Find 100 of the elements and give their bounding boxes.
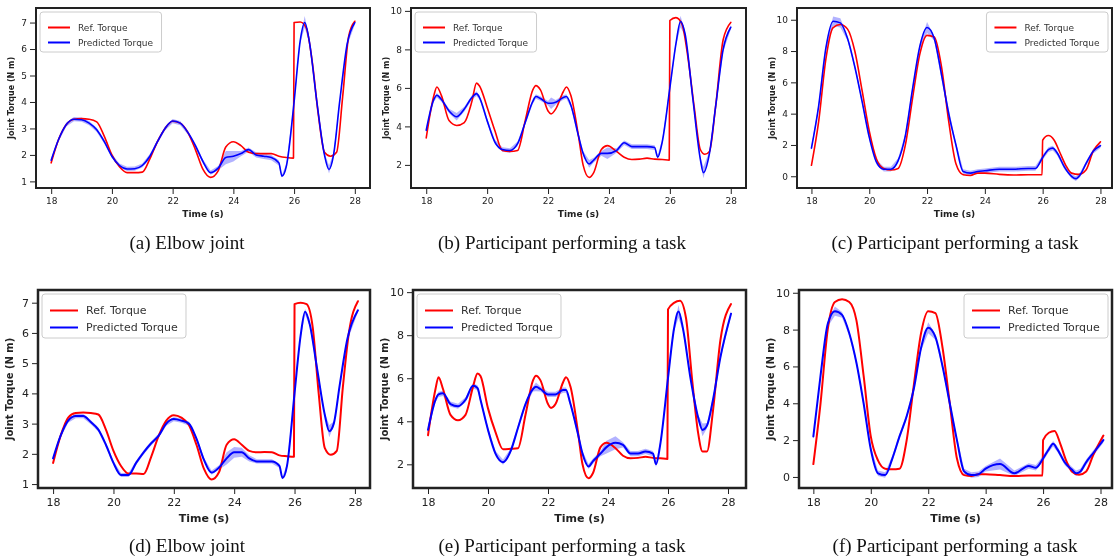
y-tick-label: 6: [22, 326, 29, 340]
x-tick-label: 24: [979, 196, 992, 207]
x-axis-title: Time (s): [557, 209, 600, 219]
x-tick-label: 28: [1094, 495, 1109, 509]
x-tick-label: 18: [421, 196, 433, 207]
x-tick-label: 24: [228, 196, 240, 207]
y-tick-label: 5: [22, 357, 29, 371]
legend-label: Predicted Torque: [86, 321, 178, 335]
y-tick-label: 7: [22, 296, 29, 310]
y-tick-label: 8: [782, 46, 789, 57]
x-tick-label: 24: [979, 495, 994, 509]
x-tick-label: 20: [864, 196, 876, 207]
y-axis-title: Joint Torque (N m): [382, 56, 391, 141]
x-tick-label: 22: [921, 495, 936, 509]
x-axis-title: Time (s): [930, 512, 981, 525]
x-tick-label: 18: [45, 196, 58, 207]
y-axis-title: Joint Torque (N m): [768, 56, 777, 141]
legend-label: Ref. Torque: [1024, 22, 1075, 33]
x-axis-title: Time (s): [178, 512, 230, 525]
x-tick-label: 18: [421, 495, 436, 509]
y-tick-label: 3: [21, 123, 27, 134]
text: (c) Participant performing a task: [831, 232, 1079, 254]
y-tick-label: 10: [390, 6, 403, 17]
y-axis-title: Joint Torque (N m): [4, 337, 15, 442]
x-tick-label: 22: [167, 196, 179, 207]
legend-label: Predicted Torque: [78, 37, 154, 48]
text: (d) Elbow joint: [128, 535, 246, 557]
y-tick-label: 4: [783, 397, 790, 411]
x-tick-label: 18: [806, 196, 818, 207]
text: (a) Elbow joint: [129, 232, 246, 254]
y-tick-label: 6: [396, 83, 403, 94]
y-tick-label: 4: [782, 109, 789, 120]
x-axis-title: Time (s): [933, 209, 976, 219]
y-tick-label: 2: [782, 140, 788, 151]
y-tick-label: 4: [397, 415, 404, 429]
y-tick-label: 1: [22, 478, 29, 492]
legend-label: Predicted Torque: [1008, 321, 1100, 335]
y-tick-label: 10: [390, 286, 404, 300]
y-tick-label: 8: [396, 44, 403, 55]
y-tick-label: 2: [21, 150, 27, 161]
legend-label: Ref. Torque: [453, 22, 504, 33]
legend-label: Predicted Torque: [461, 321, 553, 335]
y-tick-label: 4: [22, 387, 29, 401]
x-tick-label: 24: [603, 196, 616, 207]
y-tick-label: 0: [783, 470, 790, 484]
x-tick-label: 20: [106, 495, 121, 509]
y-tick-label: 6: [782, 77, 789, 88]
legend-label: Predicted Torque: [1024, 37, 1100, 48]
x-tick-label: 24: [601, 495, 616, 509]
y-tick-label: 2: [396, 160, 402, 171]
x-tick-label: 28: [725, 196, 738, 207]
x-tick-label: 22: [542, 196, 555, 207]
x-tick-label: 26: [1037, 196, 1050, 207]
x-tick-label: 26: [288, 495, 303, 509]
y-tick-label: 4: [21, 97, 28, 108]
x-tick-label: 22: [921, 196, 934, 207]
x-tick-label: 24: [227, 495, 242, 509]
y-tick-label: 1: [21, 176, 27, 187]
y-tick-label: 2: [397, 458, 404, 472]
x-tick-label: 28: [721, 495, 736, 509]
x-tick-label: 26: [1036, 495, 1051, 509]
y-axis-title: Joint Torque (N m): [7, 56, 16, 141]
legend-label: Ref. Torque: [78, 22, 129, 33]
x-axis-title: Time (s): [182, 209, 224, 219]
y-tick-label: 8: [397, 329, 404, 343]
y-tick-label: 7: [21, 17, 27, 28]
legend-label: Predicted Torque: [453, 37, 529, 48]
x-tick-label: 28: [1095, 196, 1107, 207]
y-tick-label: 10: [776, 286, 790, 300]
x-tick-label: 22: [541, 495, 556, 509]
y-tick-label: 6: [21, 44, 28, 55]
legend-label: Ref. Torque: [86, 304, 147, 318]
x-tick-label: 20: [864, 495, 879, 509]
x-tick-label: 26: [664, 196, 677, 207]
x-tick-label: 18: [806, 495, 821, 509]
y-tick-label: 4: [396, 121, 403, 132]
x-tick-label: 20: [106, 196, 119, 207]
x-tick-label: 26: [288, 196, 301, 207]
y-tick-label: 2: [22, 447, 29, 461]
y-tick-label: 8: [783, 323, 790, 337]
x-axis-title: Time (s): [554, 512, 605, 525]
y-tick-label: 6: [397, 372, 404, 386]
y-axis-title: Joint Torque (N m): [765, 337, 776, 442]
y-tick-label: 5: [21, 70, 27, 81]
y-tick-label: 3: [22, 417, 29, 431]
legend-label: Ref. Torque: [1008, 304, 1069, 318]
text: (f) Participant performing a task: [832, 535, 1078, 557]
x-tick-label: 20: [481, 495, 496, 509]
y-axis-title: Joint Torque (N m): [379, 337, 390, 442]
x-tick-label: 22: [167, 495, 182, 509]
x-tick-label: 26: [661, 495, 676, 509]
y-tick-label: 0: [782, 171, 789, 182]
x-tick-label: 18: [46, 495, 61, 509]
text: (b) Participant performing a task: [438, 232, 687, 254]
y-tick-label: 2: [783, 434, 790, 448]
x-tick-label: 20: [481, 196, 494, 207]
legend-label: Ref. Torque: [461, 304, 522, 318]
x-tick-label: 28: [349, 196, 362, 207]
y-tick-label: 6: [783, 360, 790, 374]
x-tick-label: 28: [348, 495, 363, 509]
